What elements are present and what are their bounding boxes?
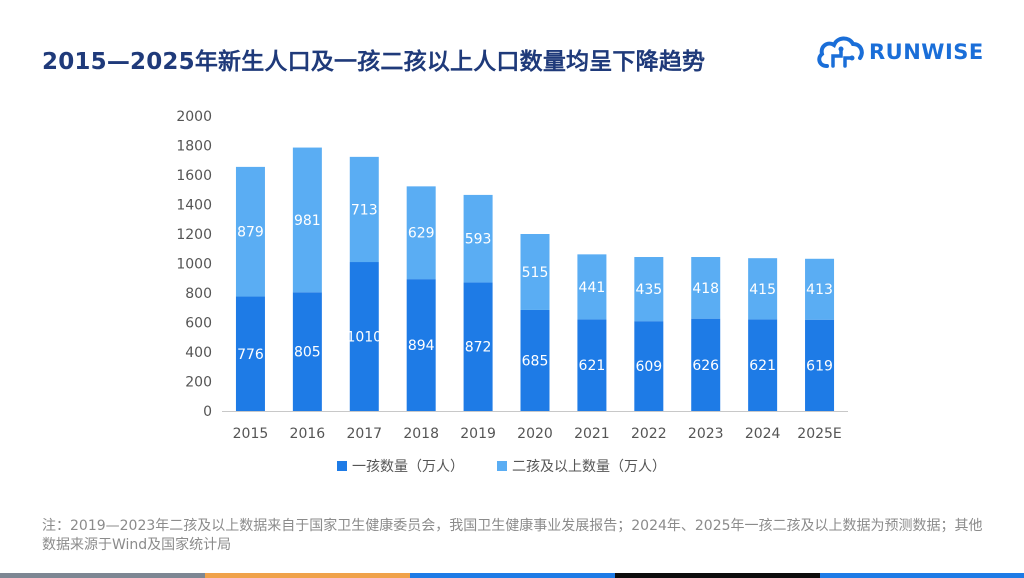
y-tick-label: 1200 [176,227,212,243]
data-label-first-child: 805 [294,345,321,361]
bar-second-plus [805,258,835,320]
data-label-second-plus: 629 [408,226,435,242]
bar-second-plus [520,234,550,310]
data-label-first-child: 894 [408,338,435,354]
logo-text: RUNWISE [869,40,984,64]
bar-first-child [349,262,379,411]
data-label-first-child: 621 [579,358,606,374]
x-tick-label: 2022 [631,426,667,442]
data-label-second-plus: 981 [294,213,321,229]
bar-first-child [577,319,607,411]
x-tick-label: 2015 [233,426,269,442]
bar-second-plus [406,186,436,280]
bar-first-child [805,319,835,411]
bar-first-child [463,282,493,411]
bar-second-plus [349,156,379,263]
x-tick-label: 2024 [745,426,781,442]
data-label-first-child: 619 [806,358,833,374]
legend-first-child-swatch [337,461,347,471]
footnote: 注：2019—2023年二孩及以上数据来自于国家卫生健康委员会，我国卫生健康事业… [42,518,983,553]
data-label-second-plus: 713 [351,202,378,218]
bar-first-child [292,292,322,411]
y-tick-label: 600 [185,316,212,332]
y-tick-label: 200 [185,375,212,391]
x-tick-label: 2016 [290,426,326,442]
legend-second-plus-swatch [497,461,507,471]
data-label-first-child: 685 [522,353,549,369]
data-label-second-plus: 413 [806,282,833,298]
y-tick-label: 1800 [176,139,212,155]
bar-second-plus [292,147,322,293]
bottom-color-bar [0,573,1024,578]
data-label-first-child: 609 [635,359,662,375]
x-tick-label: 2017 [346,426,382,442]
legend-first-child-label: 一孩数量（万人） [352,459,464,475]
data-label-second-plus: 415 [749,282,776,298]
data-label-second-plus: 435 [635,282,662,298]
x-tick-label: 2021 [574,426,610,442]
bar-second-plus [463,194,493,283]
x-tick-label: 2019 [460,426,496,442]
bar-first-child [634,321,664,411]
y-tick-label: 1600 [176,168,212,184]
bar-second-plus [577,254,607,320]
x-tick-label: 2025E [797,426,841,442]
bar-first-child [748,319,778,411]
data-label-first-child: 776 [237,347,264,363]
data-label-first-child: 1010 [346,330,382,346]
y-tick-label: 1000 [176,257,212,273]
brand-logo: RUNWISE [815,28,984,76]
y-tick-label: 800 [185,286,212,302]
bar-second-plus [691,257,721,319]
bar-second-plus [748,258,778,320]
x-tick-label: 2018 [403,426,439,442]
data-label-first-child: 621 [749,358,776,374]
data-label-second-plus: 515 [522,265,549,281]
data-label-second-plus: 418 [692,281,719,297]
data-label-first-child: 872 [465,340,492,356]
bar-first-child [235,296,265,411]
data-label-first-child: 626 [692,358,719,374]
bar-second-plus [634,257,664,322]
bar-second-plus [235,166,265,297]
bar-first-child [691,318,721,411]
y-tick-label: 400 [185,345,212,361]
legend-second-plus-label: 二孩及以上数量（万人） [512,459,666,475]
bar-first-child [406,279,436,411]
page-title: 2015—2025年新生人口及一孩二孩以上人口数量均呈下降趋势 [42,49,706,75]
data-label-second-plus: 879 [237,225,264,241]
y-tick-label: 2000 [176,109,212,125]
x-tick-label: 2023 [688,426,724,442]
data-label-second-plus: 593 [465,232,492,248]
x-tick-label: 2020 [517,426,553,442]
bar-first-child [520,309,550,411]
data-label-second-plus: 441 [579,280,606,296]
y-tick-label: 1400 [176,198,212,214]
y-tick-label: 0 [203,404,212,420]
cloud-brain-icon [817,36,864,68]
